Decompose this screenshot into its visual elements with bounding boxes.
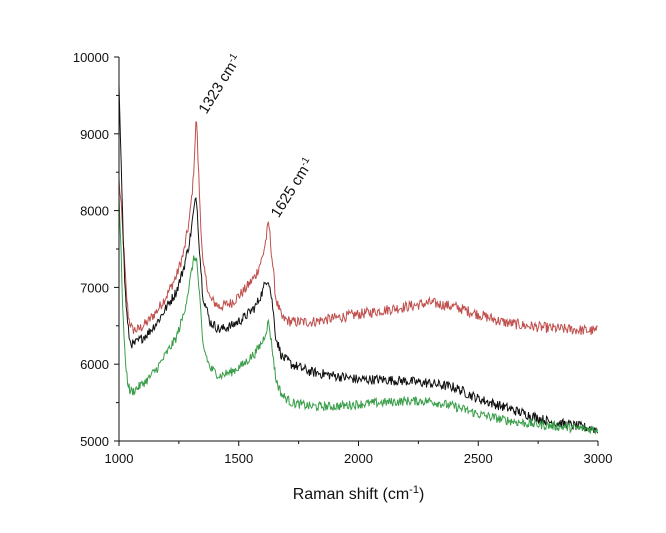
peak-annotation-text: 1625 cm (268, 163, 313, 221)
peak-annotation-1: 1323 cm-1 (195, 51, 245, 117)
annotation-layer: 1323 cm-1 1625 cm-1 (195, 51, 317, 221)
x-axis-title-superscript: -1 (409, 484, 419, 496)
y-tick-label: 6000 (80, 357, 109, 372)
series-line-1 (118, 121, 598, 335)
series-line-3 (118, 195, 598, 435)
y-tick-label: 7000 (80, 280, 109, 295)
y-tick-label: 10000 (73, 50, 109, 65)
x-tick-label: 2500 (464, 451, 493, 466)
y-tick-label: 9000 (80, 127, 109, 142)
x-tick-label: 3000 (584, 451, 613, 466)
series-line-2 (118, 85, 598, 434)
x-axis-title-close: ) (419, 486, 424, 503)
y-tick-label: 8000 (80, 204, 109, 219)
x-axis-title-main: Raman shift (cm (293, 486, 409, 503)
peak-annotation-2: 1625 cm-1 (267, 155, 317, 221)
y-tick-label: 5000 (80, 434, 109, 449)
peak-annotation-text: 1323 cm (195, 59, 240, 117)
x-tick-label: 2000 (344, 451, 373, 466)
axes-layer: 1000 1500 2000 2500 3000 5000 6000 7000 8000 9000… (73, 50, 613, 466)
x-tick-label: 1000 (105, 451, 134, 466)
x-axis-title: Raman shift (cm-1) (293, 484, 425, 503)
series-layer (118, 85, 598, 435)
x-tick-label: 1500 (224, 451, 253, 466)
